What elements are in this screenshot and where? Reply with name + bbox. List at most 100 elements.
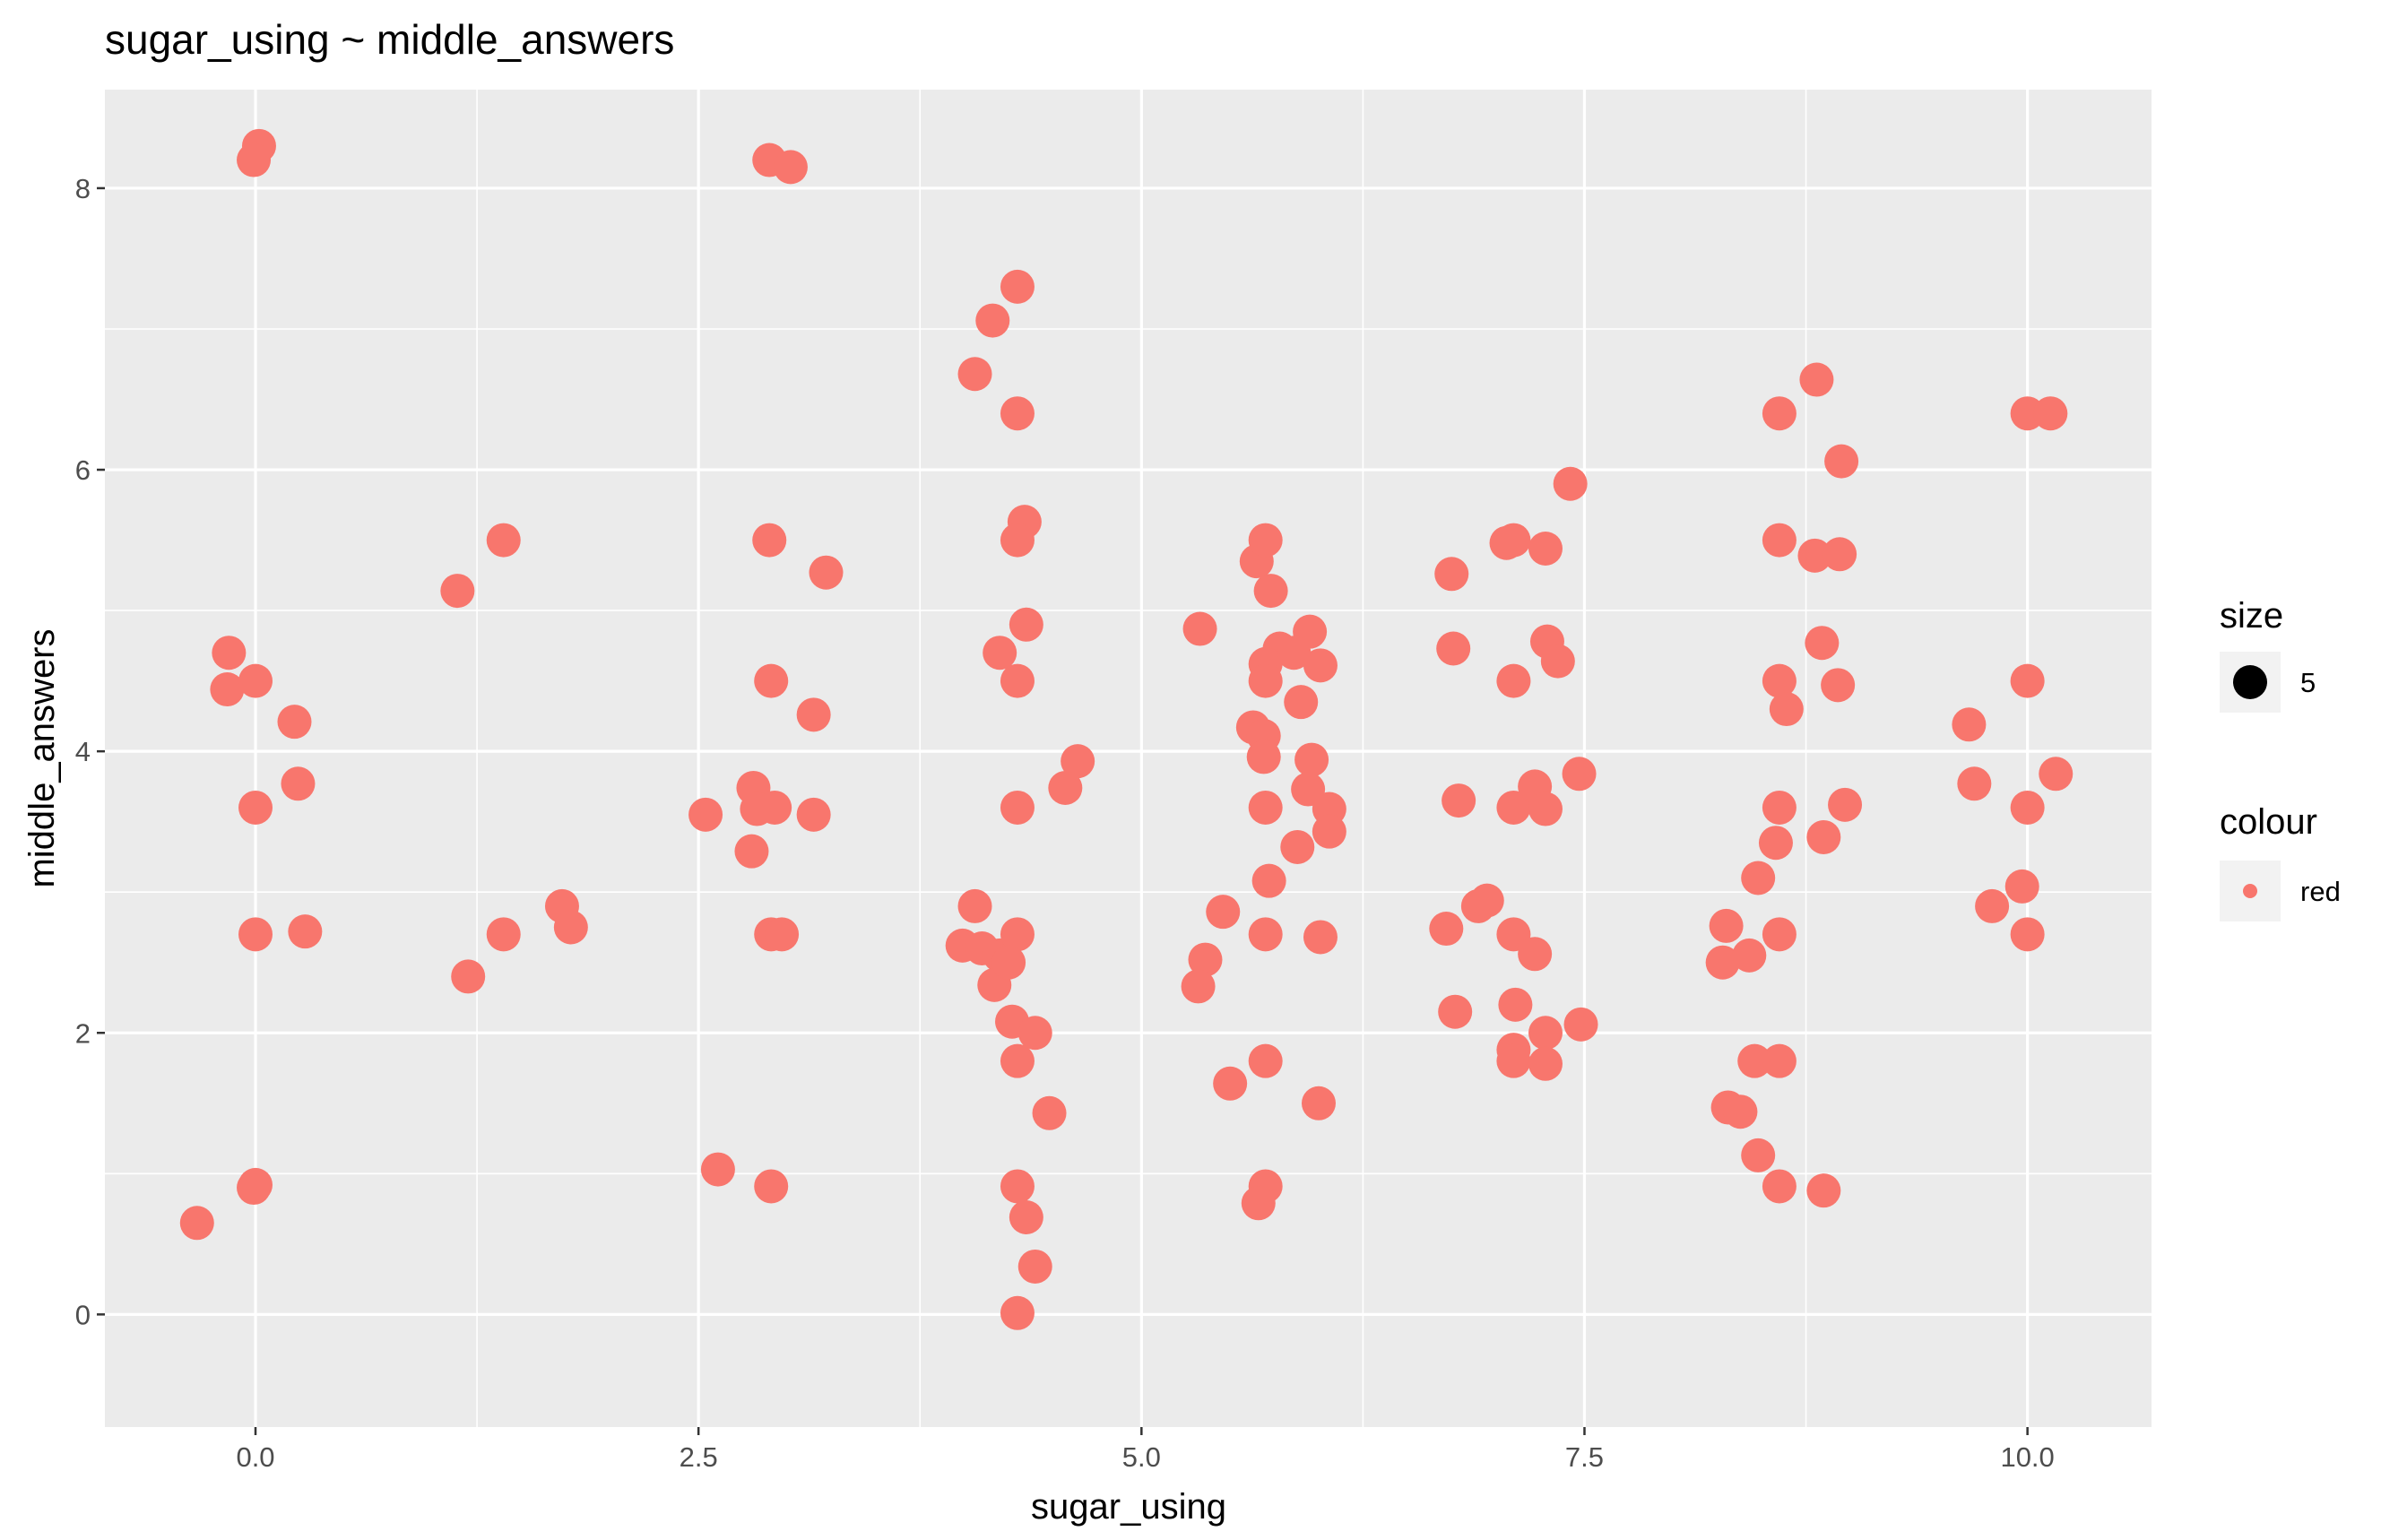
data-point — [1496, 1043, 1531, 1078]
data-point — [2004, 869, 2039, 904]
data-point — [1251, 863, 1286, 898]
data-point — [1312, 814, 1346, 849]
data-point — [238, 917, 273, 952]
data-point — [238, 1167, 273, 1202]
data-point — [1828, 787, 1863, 822]
data-point — [700, 1152, 735, 1187]
data-point — [734, 834, 769, 869]
data-point — [1294, 742, 1329, 777]
y-tick-label: 0 — [75, 1299, 91, 1330]
data-point — [1032, 1095, 1067, 1130]
chart-title: sugar_using ~ middle_answers — [105, 16, 674, 63]
legend-size-key — [2233, 665, 2267, 699]
data-point — [1741, 861, 1776, 895]
data-point — [1806, 819, 1841, 854]
data-point — [1498, 987, 1533, 1022]
data-point — [440, 574, 475, 609]
y-tick-label: 2 — [75, 1017, 91, 1049]
data-point — [238, 790, 273, 825]
data-point — [277, 705, 312, 740]
data-point — [1284, 685, 1319, 720]
data-point — [1017, 1016, 1052, 1051]
data-point — [758, 790, 792, 825]
data-point — [2039, 757, 2074, 792]
data-point — [1277, 636, 1312, 671]
y-axis-ticks: 0 2 4 6 8 — [75, 173, 105, 1330]
data-point — [179, 1206, 214, 1241]
data-point — [2010, 663, 2045, 698]
x-tick-label: 0.0 — [236, 1441, 274, 1473]
data-point — [1213, 1066, 1248, 1101]
data-point — [1280, 829, 1315, 864]
data-point — [1248, 523, 1283, 558]
data-point — [796, 797, 831, 832]
data-point — [1741, 1138, 1776, 1172]
data-point — [1000, 396, 1035, 431]
data-point — [1429, 912, 1464, 947]
data-point — [1248, 790, 1283, 825]
x-tick-label: 7.5 — [1565, 1441, 1604, 1473]
data-point — [1181, 969, 1216, 1004]
data-point — [1824, 444, 1859, 479]
data-point — [1758, 826, 1793, 861]
data-point — [1732, 938, 1767, 973]
data-point — [1723, 1094, 1758, 1129]
data-points — [179, 128, 2074, 1330]
data-point — [1061, 744, 1095, 779]
data-point — [1048, 770, 1083, 805]
legend-size-label: 5 — [2300, 667, 2316, 698]
data-point — [1805, 626, 1840, 661]
data-point — [1188, 942, 1223, 977]
data-point — [1762, 523, 1797, 558]
data-point — [238, 663, 273, 698]
data-point — [1952, 707, 1987, 742]
data-point — [1241, 1186, 1276, 1221]
data-point — [2010, 790, 2045, 825]
data-point — [1563, 1007, 1598, 1042]
x-tick-label: 5.0 — [1122, 1441, 1161, 1473]
data-point — [1528, 531, 1563, 566]
data-point — [1737, 1043, 1772, 1078]
data-point — [1303, 920, 1338, 955]
data-point — [2010, 917, 2045, 952]
data-point — [1821, 668, 1856, 703]
legend-colour-title: colour — [2220, 802, 2317, 842]
data-point — [1246, 740, 1281, 774]
data-point — [1303, 648, 1338, 683]
data-point — [281, 766, 316, 801]
data-point — [1705, 945, 1740, 980]
data-point — [1000, 1043, 1035, 1078]
data-point — [754, 1169, 789, 1204]
data-point — [1000, 663, 1035, 698]
data-point — [553, 910, 588, 945]
data-point — [288, 914, 323, 949]
y-tick-label: 8 — [75, 173, 91, 204]
data-point — [1496, 523, 1531, 558]
data-point — [1000, 790, 1035, 825]
data-point — [754, 663, 789, 698]
data-point — [1709, 908, 1744, 943]
data-point — [1442, 783, 1476, 818]
data-point — [1762, 1043, 1797, 1078]
x-tick-label: 2.5 — [680, 1441, 718, 1473]
data-point — [1528, 1016, 1563, 1051]
y-tick-label: 6 — [75, 454, 91, 486]
data-point — [991, 945, 1026, 980]
data-point — [1248, 1043, 1283, 1078]
data-point — [1248, 917, 1283, 952]
legend-colour: colour red — [2220, 802, 2341, 921]
data-point — [1000, 1295, 1035, 1330]
data-point — [796, 697, 831, 732]
data-point — [1000, 523, 1035, 558]
data-point — [1000, 1169, 1035, 1204]
data-point — [1469, 883, 1504, 918]
data-point — [210, 672, 245, 707]
data-point — [1762, 396, 1797, 431]
data-point — [1799, 362, 1834, 397]
data-point — [2033, 396, 2068, 431]
data-point — [1000, 917, 1035, 952]
data-point — [1797, 538, 1832, 573]
plot-panel — [105, 90, 2152, 1427]
data-point — [1806, 1173, 1841, 1208]
